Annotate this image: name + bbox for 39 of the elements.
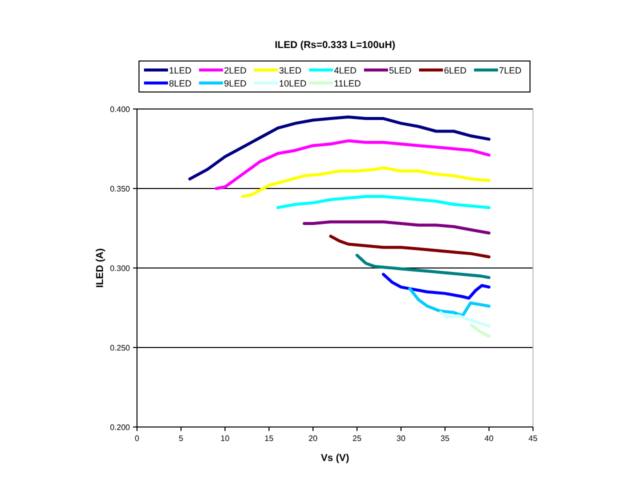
legend-label: 8LED [169,78,192,88]
x-tick-label: 5 [178,434,184,443]
line-series [241,166,490,198]
x-tick-label: 15 [264,434,274,443]
legend-label: 4LED [334,66,358,76]
legend-label: 3LED [279,66,302,76]
legend-label: 1LED [169,66,192,76]
x-tick-label: 35 [440,434,450,443]
y-tick-label: 0.400 [110,105,131,114]
legend-label: 2LED [224,66,248,76]
x-tick-label: 10 [220,434,230,443]
y-tick-label: 0.200 [110,423,131,432]
line-series [408,287,490,318]
x-tick-label: 45 [528,434,538,443]
legend-label: 7LED [499,66,522,76]
x-tick-label: 40 [484,434,494,443]
y-tick-label: 0.350 [110,184,131,194]
line-series [356,254,490,280]
x-tick-label: 0 [134,434,140,443]
legend-label: 10LED [279,78,308,88]
x-tick-label: 25 [352,434,362,443]
legend-label: 11LED [334,78,362,88]
line-series [382,272,490,300]
legend-label: 5LED [389,66,412,76]
y-axis-title: ILED (A) [95,248,106,288]
legend-label: 9LED [224,78,248,88]
legend-label: 6LED [444,66,468,76]
x-axis-title: Vs (V) [320,453,350,464]
y-tick-label: 0.300 [110,264,131,273]
line-series [439,311,490,328]
x-tick-label: 20 [308,434,318,443]
x-tick-label: 30 [396,434,406,443]
chart-title: ILED (Rs=0.333 L=100uH) [274,40,396,51]
line-series [302,220,490,235]
line-series [188,115,490,180]
y-tick-label: 0.250 [110,344,131,352]
line-series [276,194,490,210]
line-series [214,139,490,190]
line-series [329,234,490,258]
